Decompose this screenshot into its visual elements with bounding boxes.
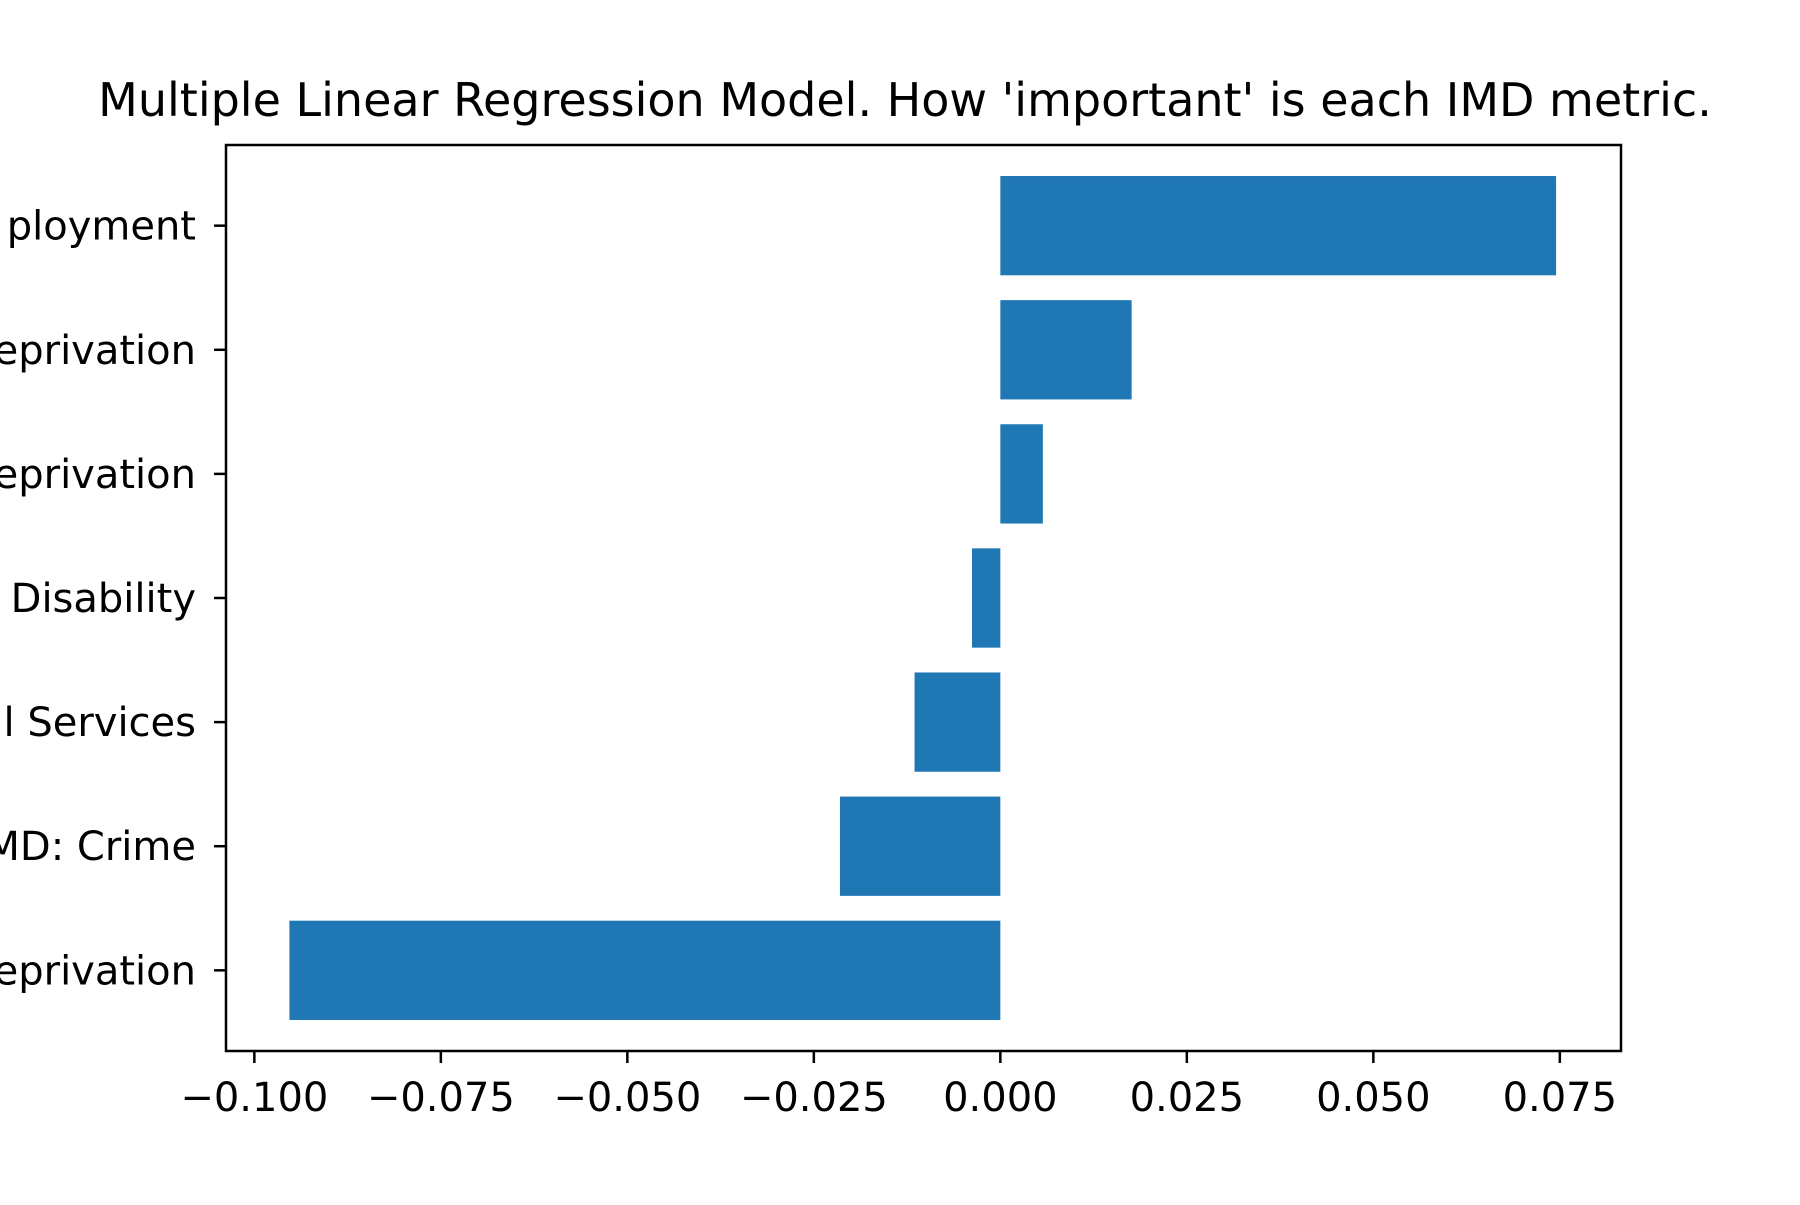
- x-tick-label-2: −0.050: [553, 1075, 701, 1121]
- y-tick-label-5: MD: Crime: [0, 824, 196, 870]
- bar-2: [1000, 424, 1043, 524]
- plot-frame: [224, 143, 1623, 1053]
- x-tick-label-6: 0.050: [1316, 1075, 1431, 1121]
- y-tick-label-2: eprivation: [0, 452, 196, 498]
- bar-6: [289, 920, 1001, 1020]
- bar-5: [839, 796, 1001, 896]
- y-tick-label-3: Disability: [11, 576, 196, 622]
- bars-group: [289, 176, 1557, 1020]
- y-tick-label-6: eprivation: [0, 948, 196, 994]
- x-tick-label-4: 0.000: [943, 1075, 1058, 1121]
- y-tick-label-0: ployment: [7, 204, 196, 250]
- x-tick-label-7: 0.075: [1503, 1075, 1618, 1121]
- y-tick-label-1: eprivation: [0, 328, 196, 374]
- bar-4: [914, 672, 1001, 772]
- y-axis: ployment eprivation eprivation Disability l…: [0, 204, 226, 994]
- bar-1: [1000, 300, 1132, 400]
- x-tick-label-0: −0.100: [180, 1075, 328, 1121]
- y-tick-label-4: l Services: [4, 700, 197, 746]
- chart-title: Multiple Linear Regression Model. How 'i…: [98, 73, 1712, 127]
- bar-3: [971, 548, 1001, 648]
- x-axis: −0.100 −0.075 −0.050 −0.025 0.000 0.025 0.050 0…: [180, 1051, 1617, 1121]
- x-tick-label-1: −0.075: [367, 1075, 515, 1121]
- x-tick-label-5: 0.025: [1130, 1075, 1245, 1121]
- bar-0: [1000, 176, 1557, 276]
- x-tick-label-3: −0.025: [740, 1075, 888, 1121]
